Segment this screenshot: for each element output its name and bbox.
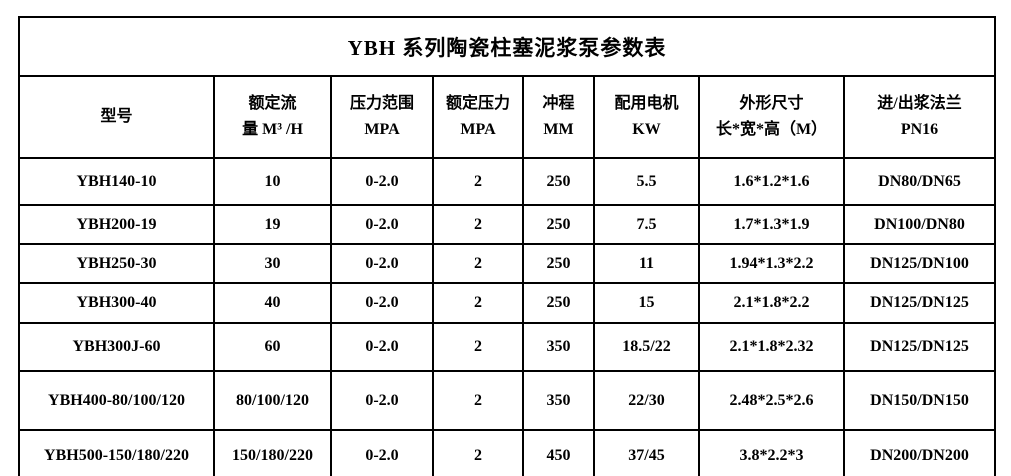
cell-rated-pressure: 2 — [432, 322, 524, 372]
table-row: YBH300J-60 60 0-2.0 2 350 18.5/22 2.1*1.… — [18, 322, 997, 372]
cell-model: YBH300J-60 — [18, 322, 215, 372]
cell-model: YBH300-40 — [18, 282, 215, 324]
table-row: YBH400-80/100/120 80/100/120 0-2.0 2 350… — [18, 370, 997, 431]
cell-motor: 15 — [593, 282, 700, 324]
cell-rated-pressure: 2 — [432, 282, 524, 324]
cell-pressure-range: 0-2.0 — [330, 282, 434, 324]
cell-stroke: 250 — [522, 157, 595, 206]
header-cell-rated-pressure: 额定压力 MPA — [432, 75, 524, 159]
header-label: 外形尺寸 — [739, 95, 804, 112]
header-cell-rated-flow: 额定流 量 M³ /H — [213, 75, 332, 159]
header-row: 型号 额定流 量 M³ /H 压力范围 MPA 额定压力 MPA 冲程 M — [18, 75, 997, 159]
cell-rated-flow: 10 — [213, 157, 332, 206]
cell-dimensions: 2.1*1.8*2.32 — [698, 322, 845, 372]
cell-rated-pressure: 2 — [432, 157, 524, 206]
table-row: YBH500-150/180/220 150/180/220 0-2.0 2 4… — [18, 429, 997, 476]
cell-pressure-range: 0-2.0 — [330, 370, 434, 431]
cell-rated-flow: 30 — [213, 243, 332, 284]
pump-parameter-table: YBH 系列陶瓷柱塞泥浆泵参数表 型号 额定流 量 M³ /H 压力范围 MPA… — [17, 16, 997, 476]
header-label: 型号 — [100, 108, 133, 125]
header-label: 冲程 — [542, 95, 575, 112]
table-row: YBH140-10 10 0-2.0 2 250 5.5 1.6*1.2*1.6… — [18, 157, 997, 206]
cell-pressure-range: 0-2.0 — [330, 157, 434, 206]
cell-stroke: 250 — [522, 243, 595, 284]
header-cell-model: 型号 — [18, 75, 215, 159]
cell-rated-flow: 150/180/220 — [213, 429, 332, 476]
title-row: YBH 系列陶瓷柱塞泥浆泵参数表 — [17, 16, 997, 77]
header-sublabel: PN16 — [900, 121, 939, 138]
cell-stroke: 250 — [522, 204, 595, 245]
cell-model: YBH500-150/180/220 — [18, 429, 215, 476]
header-sublabel: MPA — [364, 121, 400, 138]
cell-rated-flow: 80/100/120 — [213, 370, 332, 431]
cell-model: YBH140-10 — [18, 157, 215, 206]
cell-model: YBH400-80/100/120 — [18, 370, 215, 431]
cell-flange: DN125/DN125 — [842, 322, 997, 372]
cell-rated-pressure: 2 — [432, 429, 524, 476]
cell-stroke: 250 — [522, 282, 595, 324]
cell-flange: DN125/DN100 — [842, 243, 997, 284]
cell-flange: DN100/DN80 — [842, 204, 997, 245]
cell-rated-pressure: 2 — [432, 370, 524, 431]
header-sublabel: 量 M³ /H — [242, 121, 303, 138]
cell-motor: 22/30 — [593, 370, 700, 431]
header-cell-stroke: 冲程 MM — [522, 75, 595, 159]
header-sublabel: MPA — [460, 121, 496, 138]
header-label: 额定压力 — [445, 95, 510, 112]
cell-motor: 7.5 — [593, 204, 700, 245]
cell-flange: DN125/DN125 — [842, 282, 997, 324]
cell-flange: DN200/DN200 — [842, 429, 997, 476]
cell-stroke: 450 — [522, 429, 595, 476]
cell-pressure-range: 0-2.0 — [330, 204, 434, 245]
cell-motor: 18.5/22 — [593, 322, 700, 372]
header-label: 额定流 — [248, 95, 297, 112]
cell-flange: DN80/DN65 — [842, 157, 997, 206]
cell-rated-pressure: 2 — [432, 204, 524, 245]
cell-model: YBH200-19 — [18, 204, 215, 245]
cell-motor: 5.5 — [593, 157, 700, 206]
cell-model: YBH250-30 — [18, 243, 215, 284]
header-label: 压力范围 — [349, 95, 414, 112]
cell-motor: 37/45 — [593, 429, 700, 476]
header-cell-flange: 进/出浆法兰 PN16 — [842, 75, 997, 159]
cell-pressure-range: 0-2.0 — [330, 429, 434, 476]
page-title: YBH 系列陶瓷柱塞泥浆泵参数表 — [17, 16, 997, 77]
header-cell-dimensions: 外形尺寸 长*宽*高（M） — [698, 75, 845, 159]
cell-pressure-range: 0-2.0 — [330, 322, 434, 372]
cell-rated-flow: 40 — [213, 282, 332, 324]
cell-dimensions: 1.7*1.3*1.9 — [698, 204, 845, 245]
header-cell-motor: 配用电机 KW — [593, 75, 700, 159]
cell-flange: DN150/DN150 — [842, 370, 997, 431]
header-sublabel: MM — [543, 121, 574, 138]
cell-dimensions: 2.1*1.8*2.2 — [698, 282, 845, 324]
header-cell-pressure-range: 压力范围 MPA — [330, 75, 434, 159]
cell-stroke: 350 — [522, 370, 595, 431]
cell-dimensions: 3.8*2.2*3 — [698, 429, 845, 476]
header-label: 进/出浆法兰 — [877, 95, 962, 112]
header-sublabel: KW — [632, 121, 661, 138]
table-row: YBH250-30 30 0-2.0 2 250 11 1.94*1.3*2.2… — [18, 243, 997, 284]
cell-rated-pressure: 2 — [432, 243, 524, 284]
header-label: 配用电机 — [614, 95, 679, 112]
header-sublabel: 长*宽*高（M） — [715, 121, 828, 138]
cell-dimensions: 2.48*2.5*2.6 — [698, 370, 845, 431]
cell-motor: 11 — [593, 243, 700, 284]
table-row: YBH200-19 19 0-2.0 2 250 7.5 1.7*1.3*1.9… — [18, 204, 997, 245]
cell-dimensions: 1.94*1.3*2.2 — [698, 243, 845, 284]
cell-dimensions: 1.6*1.2*1.6 — [698, 157, 845, 206]
cell-stroke: 350 — [522, 322, 595, 372]
table-row: YBH300-40 40 0-2.0 2 250 15 2.1*1.8*2.2 … — [18, 282, 997, 324]
cell-rated-flow: 19 — [213, 204, 332, 245]
cell-rated-flow: 60 — [213, 322, 332, 372]
cell-pressure-range: 0-2.0 — [330, 243, 434, 284]
